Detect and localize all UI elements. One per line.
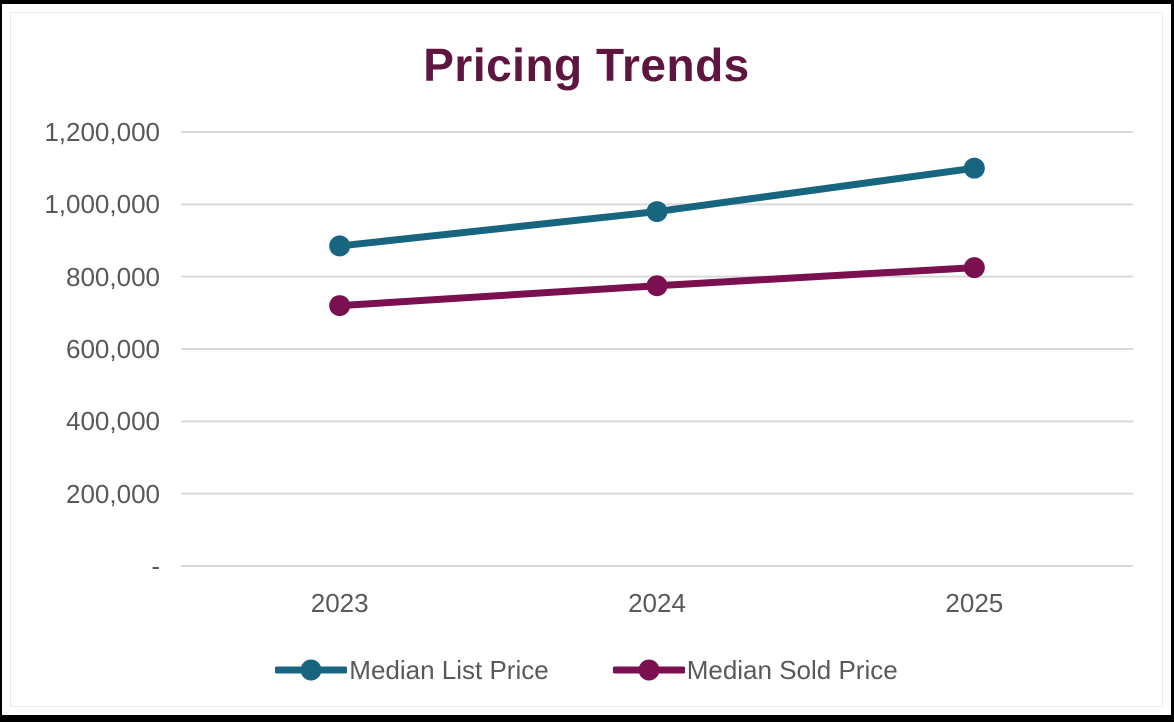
y-tick-label: - [151, 551, 160, 581]
line-chart-plot [181, 131, 1133, 567]
x-tick-label: 2025 [945, 588, 1004, 618]
x-tick-label: 2024 [628, 588, 686, 618]
y-tick-label: 800,000 [66, 261, 160, 292]
legend-item-label: Median List Price [349, 654, 549, 685]
legend-marker-icon [612, 659, 685, 681]
y-tick-label: 200,000 [66, 478, 160, 509]
chart-title: Pricing Trends [423, 39, 750, 91]
y-tick-label: 600,000 [66, 334, 160, 364]
legend-item: Median List Price [275, 654, 549, 686]
data-point-marker [646, 201, 668, 223]
legend-item-label: Median Sold Price [686, 654, 898, 685]
legend-marker-icon [275, 659, 348, 681]
data-point-marker [963, 157, 985, 179]
y-tick-label: 400,000 [66, 406, 160, 437]
data-point-marker [329, 295, 351, 317]
x-tick-label: 2023 [310, 588, 369, 618]
data-point-marker [963, 257, 985, 279]
y-tick-label: 1,200,000 [44, 117, 160, 147]
data-point-marker [329, 235, 351, 257]
y-tick-label: 1,000,000 [44, 189, 160, 220]
chart-canvas: Pricing Trends - 200,000 400,000 600,000 800… [2, 4, 1171, 715]
legend-item: Median Sold Price [612, 654, 898, 686]
chart-legend: Median List Price Median Sold Price [2, 652, 1171, 688]
data-point-marker [646, 275, 668, 297]
